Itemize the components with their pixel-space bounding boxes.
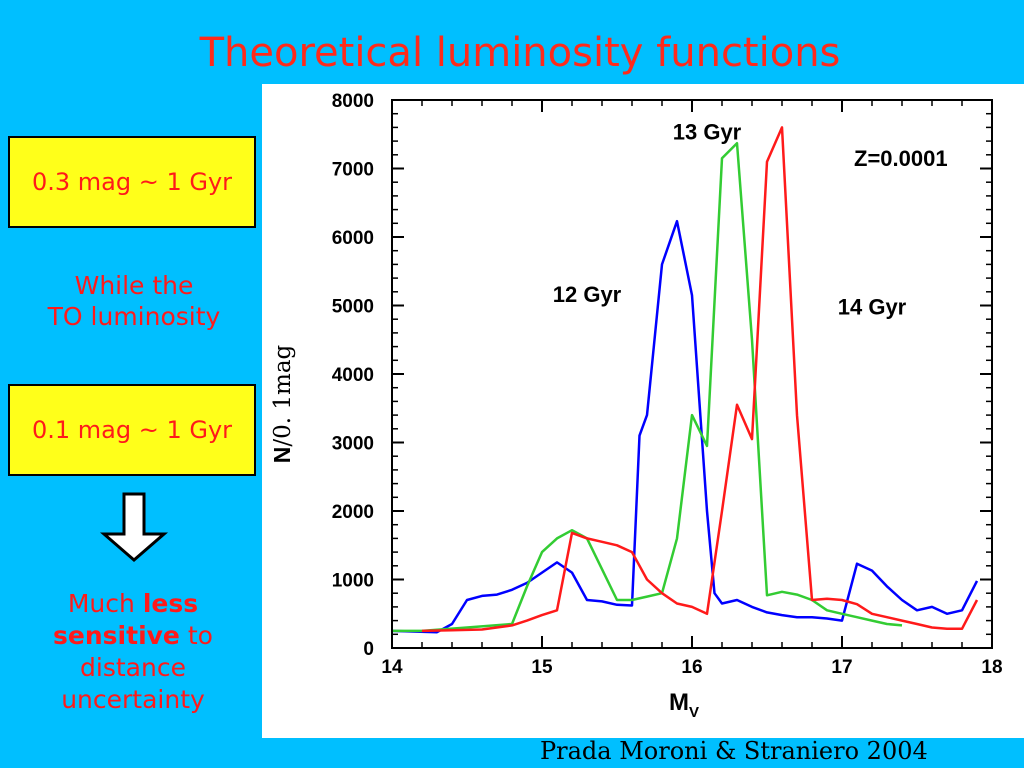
x-tick-label: 14 <box>381 657 403 678</box>
x-tick-label: 15 <box>531 657 553 678</box>
series-line-13-gyr <box>392 141 903 633</box>
x-tick-label: 16 <box>681 657 702 678</box>
curve-label-13-gyr: 13 Gyr <box>673 120 742 145</box>
conclusion-text: Much less sensitive to distance uncertai… <box>4 588 262 716</box>
down-arrow-icon <box>99 492 169 562</box>
y-tick-label: 1000 <box>332 571 374 592</box>
ratio-box-bottom: 0.1 mag ~ 1 Gyr <box>8 384 256 476</box>
y-tick-label: 4000 <box>332 365 374 386</box>
x-tick-label: 17 <box>831 657 852 678</box>
while-text: While the TO luminosity <box>8 270 260 332</box>
uncertainty-word: uncertainty <box>61 685 205 714</box>
conclusion-line-2: sensitive to <box>4 620 262 652</box>
x-axis-label-main: M <box>669 689 689 716</box>
ratio-box-top: 0.3 mag ~ 1 Gyr <box>8 136 256 228</box>
citation: Prada Moroni & Straniero 2004 <box>540 737 928 765</box>
curve-label-12-gyr: 12 Gyr <box>553 282 622 307</box>
y-tick-label: 7000 <box>332 160 374 181</box>
conclusion-line-1: Much less <box>4 588 262 620</box>
y-tick-label: 5000 <box>332 297 374 318</box>
y-axis-label-n: N <box>269 447 295 464</box>
y-tick-label: 8000 <box>332 91 374 112</box>
y-axis-label-rest: /0. 1mag <box>270 344 296 446</box>
distance-word: distance <box>80 653 186 682</box>
while-line-2: TO luminosity <box>47 302 221 331</box>
while-line-1: While the <box>74 271 194 300</box>
plot-frame <box>391 99 993 649</box>
luminosity-function-chart: 0 1000 2000 3000 4000 5000 6000 7000 8000 14 15 16 1… <box>269 91 1003 721</box>
plot-background <box>262 84 1024 738</box>
slide-title: Theoretical luminosity functions <box>199 30 841 76</box>
y-axis-label: N/0. 1mag <box>269 344 296 463</box>
metallicity-annotation: Z=0.0001 <box>854 146 948 171</box>
series-line-14-gyr <box>421 126 979 633</box>
y-tick-label: 3000 <box>332 434 374 455</box>
x-axis-label: MV <box>669 689 699 721</box>
y-tick-label: 2000 <box>332 502 374 523</box>
less-word: less <box>142 589 199 618</box>
sensitive-word: sensitive <box>53 621 180 650</box>
curve-label-14-gyr: 14 Gyr <box>838 294 907 319</box>
x-tick-label: 18 <box>981 657 1002 678</box>
much-word: Much <box>67 589 135 618</box>
to-word: to <box>187 621 213 650</box>
series-line-12-gyr <box>391 219 979 634</box>
y-tick-label: 6000 <box>332 228 374 249</box>
y-tick-label: 0 <box>363 639 374 660</box>
x-axis-label-sub: V <box>689 704 699 721</box>
